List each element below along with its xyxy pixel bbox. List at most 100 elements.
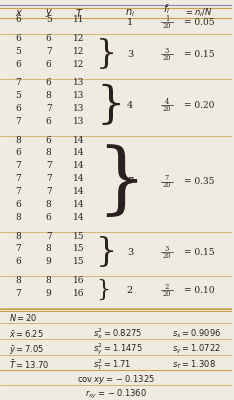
Text: 7: 7 [46,232,52,240]
Text: 13: 13 [73,104,84,113]
Text: 5: 5 [46,15,52,24]
Text: 3: 3 [165,47,169,55]
Text: $s_T^2 = 1.71$: $s_T^2 = 1.71$ [93,357,131,372]
Text: 14: 14 [73,174,85,183]
Text: 15: 15 [73,244,85,254]
Text: 6: 6 [16,200,22,209]
Text: 2: 2 [127,286,133,295]
Text: $\bar{T} = 13.70$: $\bar{T} = 13.70$ [9,358,49,371]
Text: $f_i$: $f_i$ [163,2,171,16]
Text: 7: 7 [16,117,22,126]
Text: 7: 7 [46,161,52,170]
Text: 7: 7 [46,187,52,196]
Text: 15: 15 [73,232,85,240]
Text: $n_i$: $n_i$ [125,7,135,18]
Text: 8: 8 [16,213,22,222]
Text: 20: 20 [163,22,171,30]
Text: $N = 20$: $N = 20$ [9,312,38,324]
Text: $s_y = 1.0722$: $s_y = 1.0722$ [172,342,220,356]
Text: 13: 13 [73,78,84,87]
Text: 3: 3 [127,50,133,59]
Text: 9: 9 [46,257,52,266]
Text: 14: 14 [73,213,85,222]
Text: }: } [96,279,110,301]
Text: 14: 14 [73,136,85,145]
Text: 7: 7 [16,187,22,196]
Text: $= n_i/N$: $= n_i/N$ [184,6,213,19]
Text: }: } [96,84,125,127]
Text: 7: 7 [16,289,22,298]
Text: 12: 12 [73,47,84,56]
Text: 5: 5 [16,91,22,100]
Text: 8: 8 [16,136,22,145]
Text: 1: 1 [165,15,169,23]
Text: 3: 3 [127,248,133,257]
Text: 6: 6 [46,117,52,126]
Text: 14: 14 [73,187,85,196]
Text: 14: 14 [73,161,85,170]
Text: 7: 7 [46,104,52,113]
Text: 6: 6 [46,213,52,222]
Text: 12: 12 [73,60,84,68]
Text: 13: 13 [73,117,84,126]
Text: 20: 20 [163,54,171,62]
Text: 14: 14 [73,148,85,158]
Text: 20: 20 [163,182,171,190]
Text: 8: 8 [46,276,52,285]
Text: = 0.20: = 0.20 [184,101,215,110]
Text: 6: 6 [46,34,52,43]
Text: 1: 1 [127,18,133,27]
Text: 15: 15 [73,257,85,266]
Text: 6: 6 [16,15,22,24]
Text: 5: 5 [16,47,22,56]
Text: $\bar{y} = 7.05$: $\bar{y} = 7.05$ [9,343,45,356]
Text: 9: 9 [46,289,52,298]
Text: 7: 7 [46,174,52,183]
Text: $r_{xy} = -0.1360$: $r_{xy} = -0.1360$ [85,388,147,400]
Text: 6: 6 [16,257,22,266]
Text: $x$: $x$ [15,8,23,18]
Text: 6: 6 [46,60,52,68]
Text: 8: 8 [46,148,52,158]
Text: 16: 16 [73,276,85,285]
Text: 8: 8 [46,244,52,254]
Text: 12: 12 [73,34,84,43]
Text: 16: 16 [73,289,85,298]
Text: 7: 7 [46,47,52,56]
Text: = 0.05: = 0.05 [184,18,215,27]
Text: 8: 8 [46,91,52,100]
Text: 14: 14 [73,200,85,209]
Text: 7: 7 [16,244,22,254]
Text: 20: 20 [163,105,171,113]
Text: $y$: $y$ [45,7,53,19]
Text: $s_x = 0.9096$: $s_x = 0.9096$ [172,327,221,340]
Text: 7: 7 [16,78,22,87]
Text: 7: 7 [16,174,22,183]
Text: = 0.15: = 0.15 [184,248,215,257]
Text: }: } [96,38,118,70]
Text: $\mathrm{cov}\;xy = -0.1325$: $\mathrm{cov}\;xy = -0.1325$ [77,373,155,386]
Text: 4: 4 [127,101,133,110]
Text: 2: 2 [165,283,169,291]
Text: 7: 7 [16,161,22,170]
Text: = 0.15: = 0.15 [184,50,215,59]
Text: 4: 4 [165,98,169,106]
Text: 7: 7 [127,178,133,186]
Text: 6: 6 [16,148,22,158]
Text: 20: 20 [163,252,171,260]
Text: 3: 3 [165,245,169,253]
Text: $\bar{x} = 6.25$: $\bar{x} = 6.25$ [9,328,44,339]
Text: 8: 8 [16,232,22,240]
Text: $s_y^2 = 1.1475$: $s_y^2 = 1.1475$ [93,341,142,357]
Text: 13: 13 [73,91,84,100]
Text: 20: 20 [163,290,171,298]
Text: $s_T = 1.308$: $s_T = 1.308$ [172,358,216,371]
Text: 6: 6 [16,104,22,113]
Text: 8: 8 [46,200,52,209]
Text: }: } [96,236,118,268]
Text: 6: 6 [46,136,52,145]
Text: = 0.35: = 0.35 [184,178,215,186]
Text: 7: 7 [165,174,169,182]
Text: 11: 11 [73,15,85,24]
Text: }: } [96,144,146,220]
